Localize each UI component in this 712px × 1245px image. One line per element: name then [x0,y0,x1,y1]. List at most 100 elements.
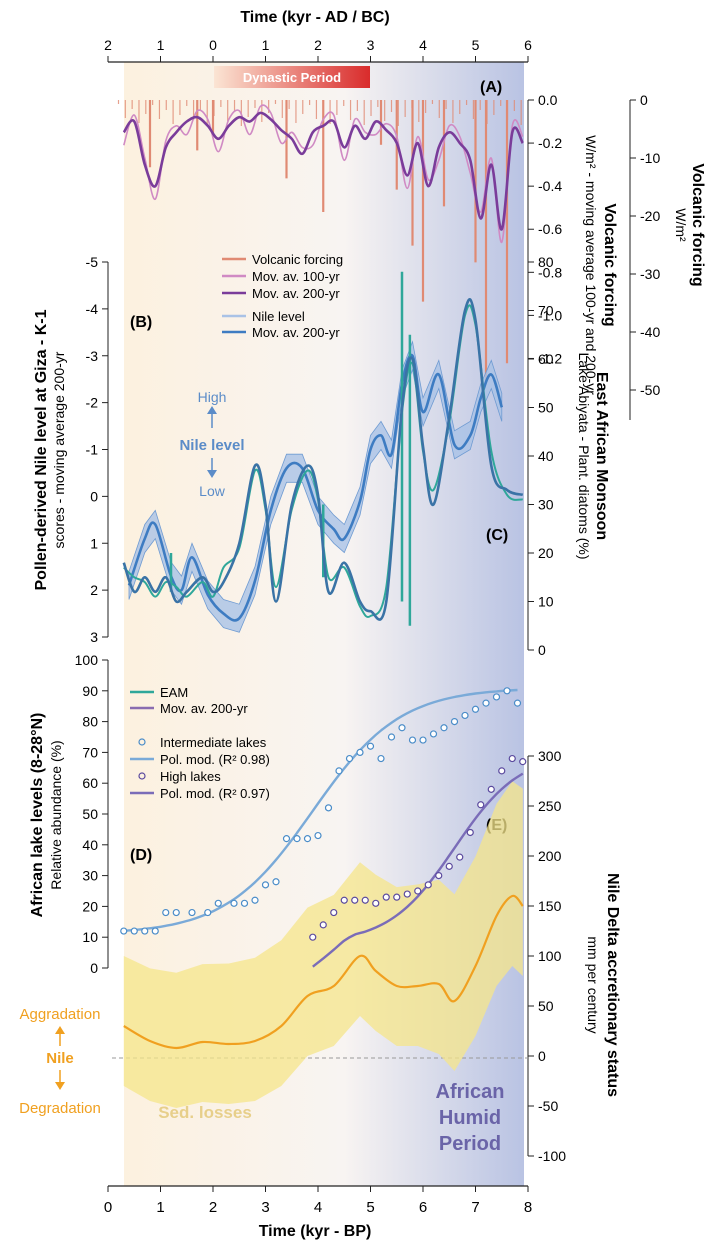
intermediate-lake-point [303,835,312,843]
intermediate-lake-point [240,899,249,907]
intermediate-lake-point [356,748,364,757]
y-tick-label: 1 [90,535,98,551]
y-tick-label: 3 [90,629,98,645]
high-lake-point [477,801,485,809]
y-tick-label: -3 [86,348,99,364]
intermediate-lake-point [345,754,354,763]
legend-c: EAM Mov. av. 200-yr [130,685,248,716]
panel-d-plot [120,687,527,968]
panel-b-plot [127,340,504,633]
y-tick-label: -30 [640,266,660,282]
intermediate-lake-point [272,878,280,886]
legend-a: Volcanic forcing Mov. av. 100-yr Mov. av… [222,252,343,301]
dynastic-period-bar [214,66,370,88]
nile-level-up-arrowhead [207,406,217,414]
y-tick-label: -2 [86,395,99,411]
y-tick-label: -1.0 [538,307,562,323]
y-tick-label: -0.8 [538,264,562,280]
panel-e-ylabel-1: Nile Delta accretionary status [604,873,621,1097]
high-lake-point [309,933,317,941]
y-tick-label: 50 [82,806,98,822]
intermediate-lake-point [130,927,138,935]
high-lake-point [351,896,359,904]
panel-a-plot [117,100,524,380]
y-tick-label: 60 [538,351,554,367]
y-tick-label: 100 [75,652,99,668]
y-tick-label: 0 [538,642,546,658]
intermediate-lake-point [513,699,522,707]
intermediate-lake-point [230,899,238,907]
intermediate-lake-point [282,835,291,843]
nile-level-high: High [198,389,227,405]
y-tick-label: -4 [86,301,99,317]
high-lake-point [445,862,453,870]
high-lake-point [319,921,327,929]
intermediate-lake-point [398,724,406,732]
bottom-axis-ticks: 0 1 2 3 4 5 6 7 8 [104,1186,532,1216]
intermediate-lake-point [387,733,396,741]
bottom-tick-label: 6 [419,1199,427,1216]
intermediate-lake-point [214,899,222,907]
panel-d-label: (D) [130,847,152,864]
mov100-line [123,104,524,244]
high-lake-point [340,896,348,904]
y-tick-label: 60 [82,775,98,791]
y-tick-label: 20 [82,898,98,914]
top-tick-label: 2 [104,37,112,53]
aggradation-arrowhead [55,1026,65,1034]
y-tick-label: 50 [538,400,554,416]
y-tick-label: 10 [82,929,98,945]
legend-high: High lakes [160,769,221,784]
y-tick-label: 150 [538,898,562,914]
y-tick-label: 2 [90,582,98,598]
high-lake-point [330,908,338,917]
high-lake-point [466,828,474,837]
legend-nile: Nile level [252,309,305,324]
nile-level-label: Nile level [179,437,244,454]
intermediate-lake-point [314,831,322,840]
high-lake-point [403,890,411,898]
humid-period-line-2: Humid [439,1107,501,1129]
bottom-tick-label: 0 [104,1199,112,1216]
y-tick-label: 80 [538,254,554,270]
legend-mov200a: Mov. av. 200-yr [252,286,340,301]
sed-losses-label: Sed. losses [158,1103,252,1122]
humid-period-line-3: Period [439,1133,501,1155]
y-tick-label: 100 [538,948,562,964]
high-lake-point [508,754,516,763]
y-tick-label: 0 [90,488,98,504]
top-tick-label: 2 [314,37,322,53]
bottom-tick-label: 1 [156,1199,164,1216]
legend-inter: Intermediate lakes [160,735,267,750]
intermediate-lake-point [471,705,480,713]
panel-c-plot [122,271,524,626]
top-axis-title: Time (kyr - AD / BC) [240,9,389,26]
y-tick-label: -20 [640,208,660,224]
top-tick-label: 3 [367,37,375,53]
panel-a-ylabel-right-1: Volcanic forcing [689,163,706,286]
panel-e-plot [123,781,524,1108]
panel-c-ticks: 80 70 60 50 40 30 20 10 0 [528,254,554,658]
intermediate-lake-point [188,908,196,917]
panel-a-ylabel-left-1: Volcanic forcing [601,203,618,326]
top-axis-ticks: 2 1 0 1 2 3 4 5 6 [104,37,532,62]
intermediate-lake-point [482,699,490,707]
y-tick-label: 30 [538,497,554,513]
top-tick-label: 6 [524,37,532,53]
y-tick-label: 70 [82,744,98,760]
y-tick-label: -5 [86,254,99,270]
y-tick-label: -1.2 [538,350,562,366]
y-tick-label: -40 [640,324,660,340]
degradation-label: Degradation [19,1100,101,1117]
high-lake-point [424,881,432,889]
y-tick-label: 50 [538,998,554,1014]
nile-level-band [128,340,503,633]
eam-smooth-line [122,298,524,621]
intermediate-lake-point [419,736,427,744]
delta-accretion-line [123,894,524,1050]
intermediate-lake-point [141,927,149,935]
legend-pol-high: Pol. mod. (R² 0.97) [160,786,270,801]
high-lake-point [519,758,527,766]
legend-pol-inter: Pol. mod. (R² 0.98) [160,752,270,767]
